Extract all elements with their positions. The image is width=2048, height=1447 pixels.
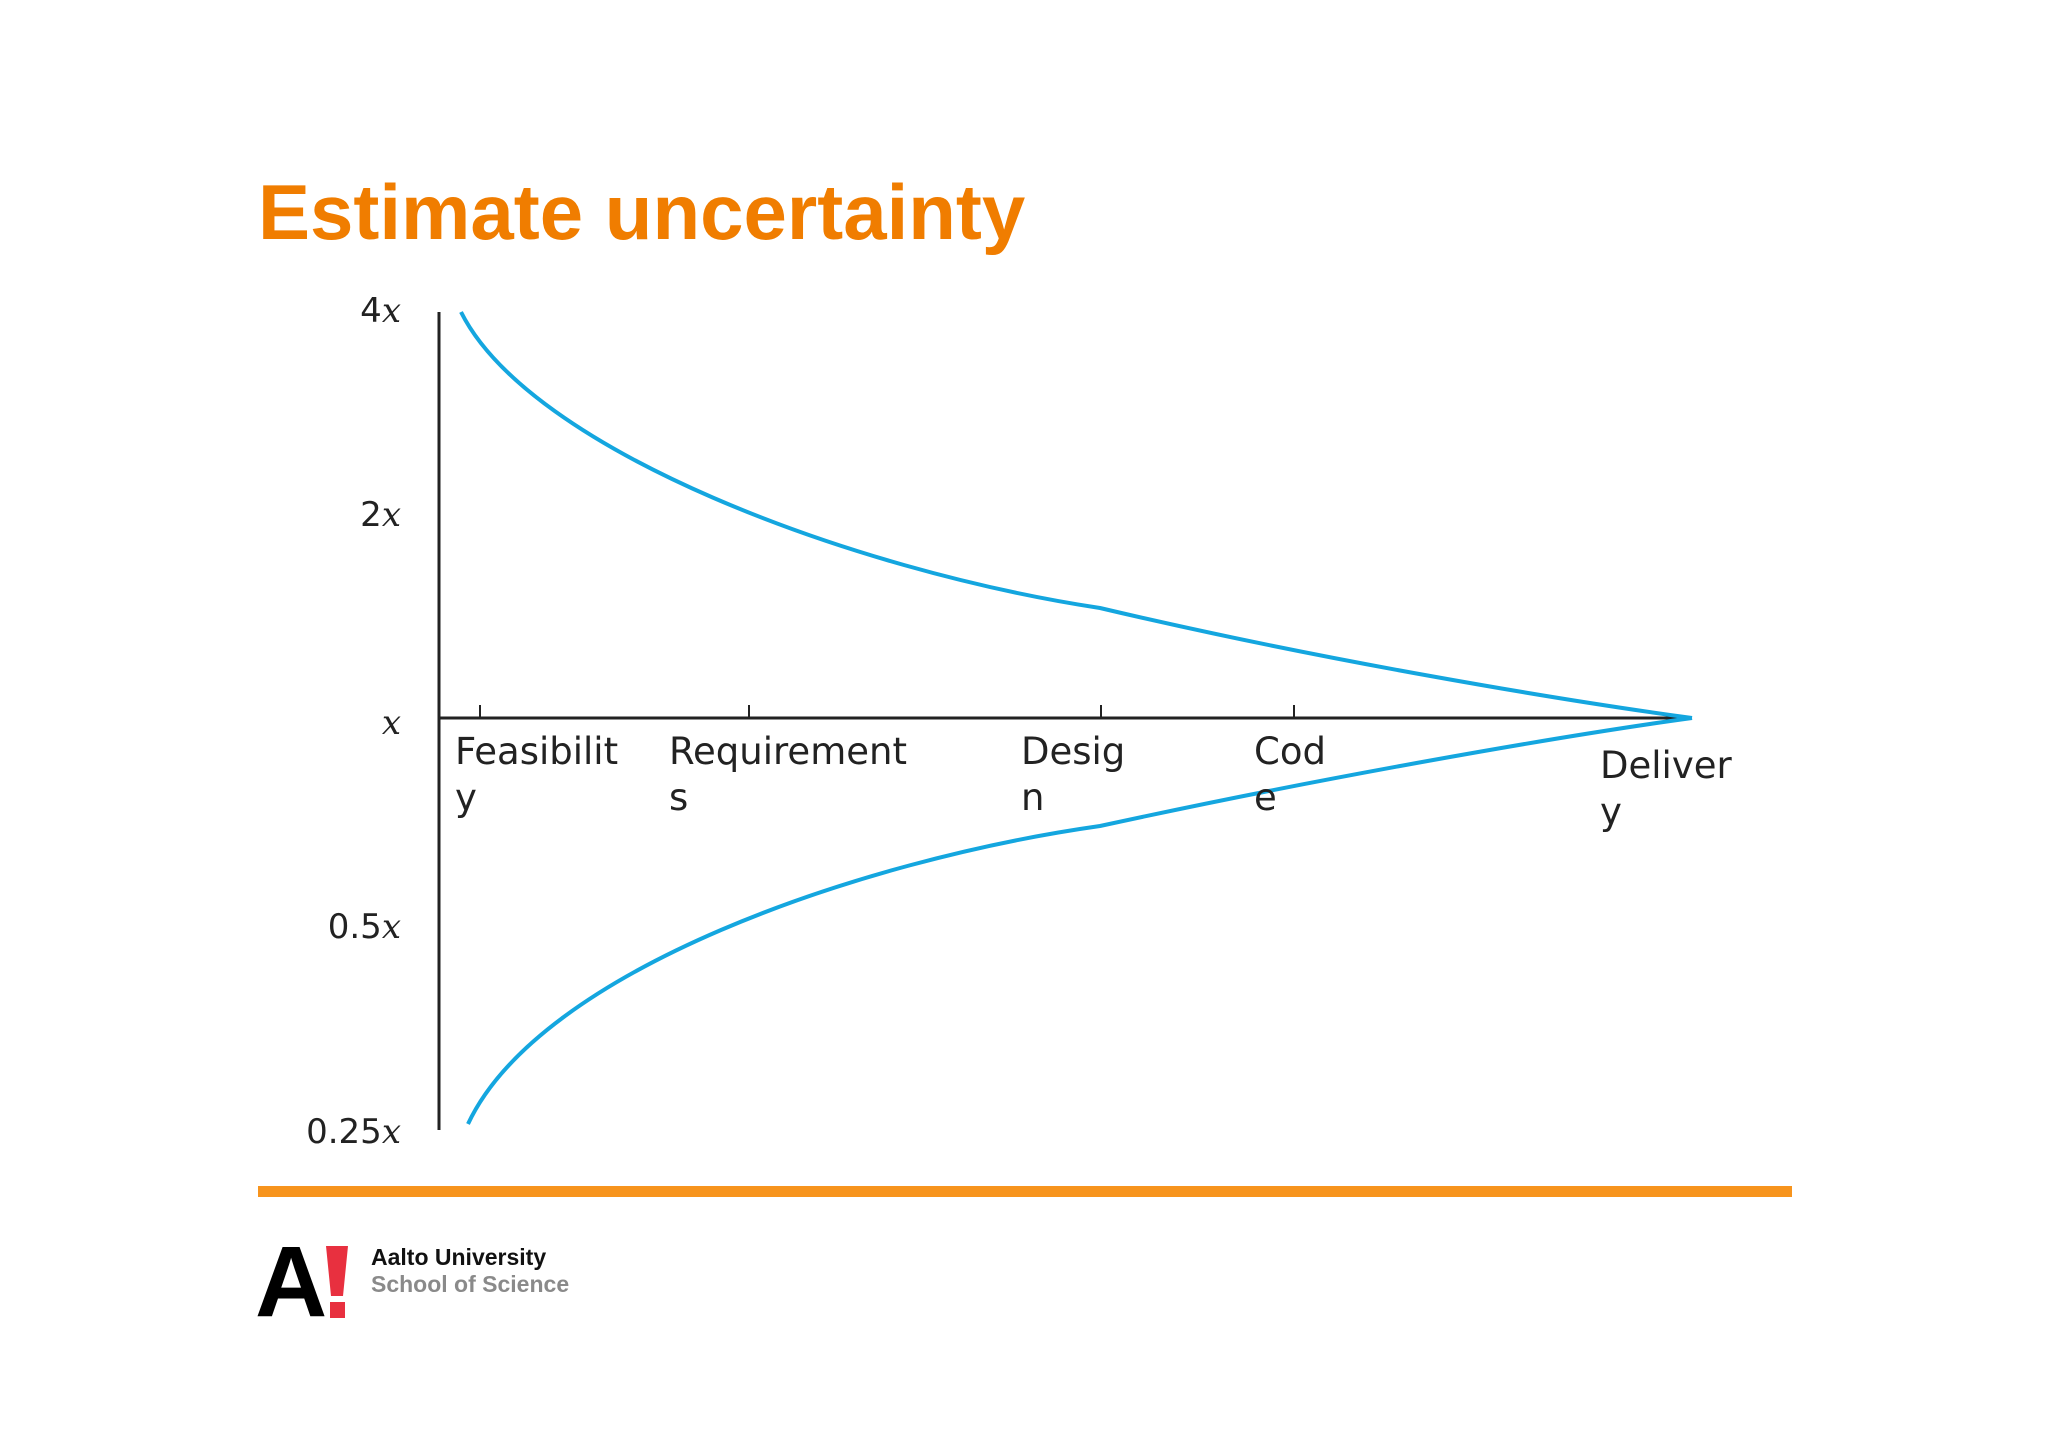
- footer-divider: [258, 1186, 1792, 1197]
- aalto-logo-icon: A: [257, 1244, 348, 1320]
- y-tick-0-25x: 0.25x: [306, 1112, 401, 1152]
- upper-estimate-curve: [459, 311, 1693, 720]
- stage-label-design: Desig n: [1021, 730, 1125, 819]
- y-tick-4x: 4x: [360, 291, 401, 331]
- aalto-logo-letter: A: [257, 1244, 327, 1320]
- lower-estimate-curve: [466, 716, 1693, 1125]
- y-tick-0-5x: 0.5x: [328, 907, 401, 947]
- y-tick-x: x: [382, 703, 401, 743]
- stage-label-delivery: Deliver y: [1600, 744, 1732, 833]
- stage-label-requirements: Requirement s: [669, 730, 907, 819]
- stage-label-code: Cod e: [1254, 730, 1326, 819]
- y-tick-2x: 2x: [360, 495, 401, 535]
- school-name: School of Science: [371, 1271, 570, 1297]
- logo-exclamation-bar: [326, 1246, 348, 1296]
- logo-exclamation-dot: [330, 1302, 345, 1318]
- slide-title: Estimate uncertainty: [258, 168, 1026, 256]
- university-name: Aalto University: [371, 1244, 547, 1270]
- stage-label-feasibility: Feasibilit y: [455, 730, 618, 819]
